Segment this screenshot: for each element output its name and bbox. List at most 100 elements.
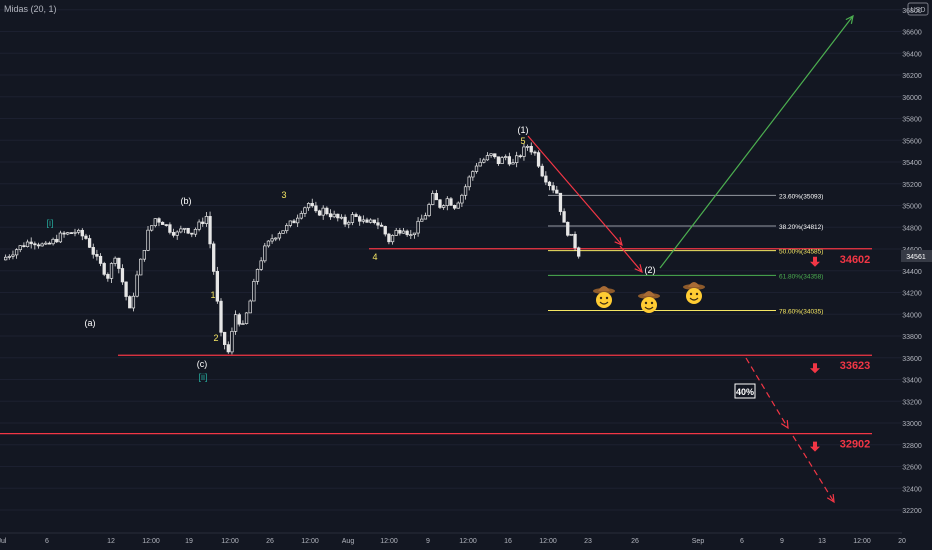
candle-body (274, 237, 278, 240)
y-tick-label: 35200 (902, 182, 922, 189)
candle-body (376, 222, 380, 226)
candle-body (139, 258, 143, 276)
candle-body (18, 245, 22, 251)
candle-body (40, 243, 44, 247)
candle-body (372, 219, 376, 224)
candle-body (117, 257, 121, 269)
x-tick-label: 12:00 (539, 538, 557, 545)
wave-label: 4 (372, 252, 377, 262)
candle-body (514, 155, 519, 163)
bearish-alt-arrow (745, 357, 789, 429)
candle-body (431, 193, 435, 205)
candle-body (522, 146, 526, 157)
candle-body (423, 215, 428, 220)
y-tick-label: 34800 (902, 225, 922, 232)
x-tick-label: 12:00 (142, 538, 160, 545)
wave-label: 1 (210, 290, 215, 300)
candle-body (14, 249, 19, 256)
bearish-alt-arrow-lower-head (826, 493, 835, 504)
candle-body (387, 233, 391, 243)
candle-body (164, 224, 168, 226)
candle-body (343, 216, 347, 225)
candle-body (25, 241, 30, 248)
candle-body (7, 256, 11, 258)
wave-label: (1) (518, 125, 529, 135)
candle-body (358, 216, 362, 222)
candle-body (471, 171, 475, 178)
candle-body (109, 263, 114, 279)
candle-body (314, 205, 318, 212)
bullish-projection-arrow-head (845, 14, 854, 24)
candle-body (379, 224, 384, 227)
candle-body (354, 214, 358, 217)
candle-body (124, 281, 128, 297)
y-tick-label: 33200 (902, 399, 922, 406)
y-tick-label: 34000 (902, 312, 922, 319)
candle-body (361, 219, 365, 222)
candle-body (383, 226, 387, 235)
probability-label: 40% (736, 387, 754, 397)
candle-body (135, 274, 139, 297)
x-tick-label: 12:00 (301, 538, 319, 545)
candle-body (212, 243, 216, 272)
x-tick-label: Aug (342, 538, 355, 545)
candle-body (452, 205, 457, 209)
x-tick-label: 23 (584, 538, 592, 545)
x-tick-label: 12 (107, 538, 115, 545)
candle-body (507, 156, 511, 165)
y-tick-label: 36000 (902, 95, 922, 102)
last-price-label: 34561 (906, 254, 926, 261)
candle-body (285, 225, 289, 232)
y-tick-label: 32800 (902, 443, 922, 450)
x-tick-label: 12:00 (853, 538, 871, 545)
candle-body (339, 216, 344, 219)
candle-body (171, 232, 176, 236)
candle-body (47, 242, 52, 245)
candle-body (365, 219, 369, 223)
down-arrow-icon (810, 441, 820, 452)
y-tick-label: 36200 (902, 73, 922, 80)
candle-body (29, 241, 33, 245)
y-tick-label: 32200 (902, 508, 922, 515)
candle-body (259, 260, 263, 270)
candlestick-series (3, 142, 581, 355)
candle-body (347, 222, 351, 225)
bearish-projection-arrow-head (614, 237, 623, 247)
fib-level-label: 78.60%(34035) (779, 308, 823, 315)
candle-body (168, 224, 172, 233)
candle-body (51, 238, 55, 245)
candle-body (566, 221, 570, 236)
y-tick-label: 33000 (902, 421, 922, 428)
candle-body (113, 257, 117, 264)
candle-body (416, 220, 420, 234)
candle-body (179, 228, 183, 233)
y-tick-label: 35600 (902, 138, 922, 145)
candle-body (153, 218, 157, 227)
candle-body (547, 181, 552, 187)
candle-body (558, 192, 563, 212)
candle-body (91, 247, 95, 255)
candle-body (292, 220, 296, 224)
x-tick-label: 12:00 (380, 538, 398, 545)
y-tick-label: 34200 (902, 291, 922, 298)
candle-body (442, 205, 446, 208)
x-tick-label: 16 (504, 538, 512, 545)
candle-body (310, 203, 314, 207)
candle-body (317, 210, 322, 216)
bullish-projection-arrow (659, 15, 854, 269)
candle-body (120, 268, 125, 283)
candle-body (190, 232, 194, 235)
candle-body (328, 213, 333, 218)
candle-body (76, 229, 81, 233)
candle-body (569, 233, 574, 236)
candle-body (474, 165, 479, 172)
level-label: 33623 (840, 360, 871, 372)
candle-body (201, 221, 205, 224)
x-tick-label: 12:00 (221, 538, 239, 545)
wave-label: (a) (85, 318, 96, 328)
candle-body (197, 221, 201, 230)
candle-body (456, 202, 460, 209)
candle-body (277, 233, 282, 239)
projection-arrows (527, 14, 854, 504)
